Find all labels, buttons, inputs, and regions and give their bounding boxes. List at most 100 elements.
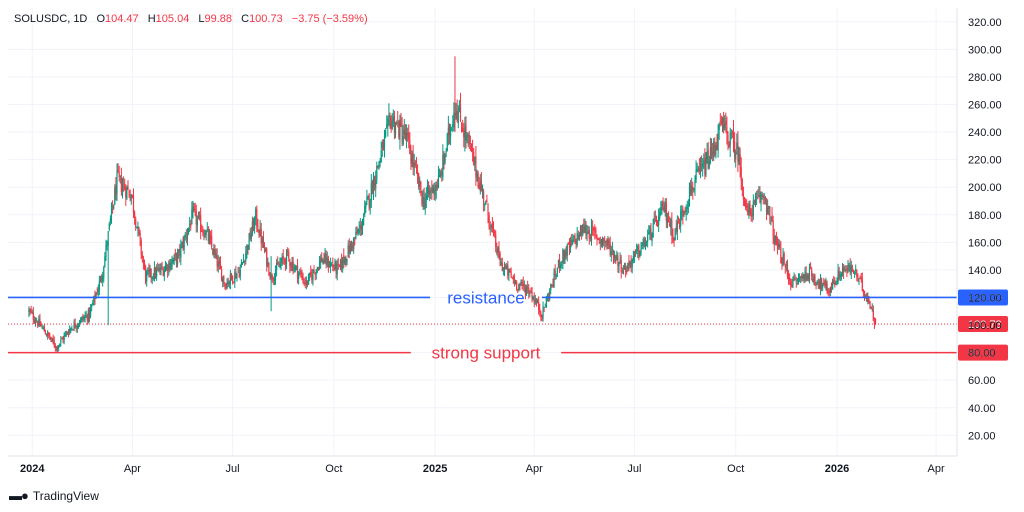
support-label: strong support bbox=[432, 344, 541, 363]
candle-body bbox=[814, 275, 816, 283]
candle-body bbox=[869, 301, 871, 308]
candle-body bbox=[479, 182, 481, 191]
candle-body bbox=[867, 297, 869, 302]
candle-body bbox=[834, 282, 836, 286]
price-tick-label: 140.00 bbox=[968, 265, 1002, 277]
candle-body bbox=[789, 277, 791, 282]
candle-body bbox=[568, 242, 571, 249]
candle-body bbox=[501, 262, 503, 272]
candle-body bbox=[150, 269, 152, 278]
candle-body bbox=[106, 245, 108, 247]
candle-body bbox=[312, 270, 314, 281]
candle-body bbox=[174, 253, 176, 255]
candle-body bbox=[410, 152, 412, 164]
candle-body bbox=[28, 309, 30, 312]
low-value: 99.88 bbox=[204, 13, 233, 25]
tradingview-logo[interactable]: ▬● TradingView bbox=[9, 488, 99, 503]
candle-body bbox=[520, 280, 522, 285]
change-value: −3.75 (−3.59%) bbox=[291, 13, 368, 25]
candle-body bbox=[618, 262, 620, 267]
candle-body bbox=[452, 124, 454, 128]
candle-body bbox=[617, 255, 619, 267]
resistance-price-value: 120.00 bbox=[968, 292, 1002, 304]
candle-body bbox=[378, 162, 380, 168]
candle-body bbox=[805, 272, 807, 281]
candle-body bbox=[143, 262, 146, 267]
candle-body bbox=[435, 184, 437, 191]
candle-body bbox=[326, 257, 328, 265]
candle-body bbox=[483, 191, 485, 203]
candle-body bbox=[95, 293, 97, 299]
candle-body bbox=[517, 288, 519, 290]
candle-body bbox=[703, 159, 705, 165]
candle-body bbox=[458, 107, 460, 113]
candle-body bbox=[34, 321, 37, 323]
candle-body bbox=[366, 197, 368, 202]
candle-body bbox=[836, 281, 838, 286]
candle-body bbox=[430, 190, 432, 191]
candle-body bbox=[323, 259, 325, 263]
candle-body bbox=[486, 199, 488, 203]
candle-body bbox=[603, 237, 605, 243]
candle-body bbox=[601, 238, 604, 241]
candle-body bbox=[506, 265, 508, 270]
candle-body bbox=[415, 167, 418, 169]
candle-body bbox=[610, 250, 612, 255]
candle-body bbox=[163, 269, 165, 276]
candle-body bbox=[32, 311, 34, 320]
candle-body bbox=[169, 262, 171, 270]
candle-body bbox=[748, 204, 750, 214]
candle-body bbox=[641, 244, 643, 247]
candle-body bbox=[401, 125, 403, 143]
candle-body bbox=[201, 230, 203, 232]
price-tick-label: 240.00 bbox=[968, 127, 1002, 139]
candle-body bbox=[684, 211, 686, 213]
candle-body bbox=[775, 237, 778, 245]
candle-body bbox=[487, 203, 489, 216]
candle-body bbox=[587, 231, 589, 234]
candle-body bbox=[841, 268, 844, 276]
candle-body bbox=[269, 274, 271, 278]
candle-body bbox=[218, 260, 220, 264]
candle-body bbox=[379, 160, 381, 163]
candle-body bbox=[167, 266, 169, 272]
candle-body bbox=[711, 151, 714, 156]
candle-body bbox=[61, 338, 63, 340]
candle-body bbox=[77, 324, 80, 326]
candle-body bbox=[37, 322, 39, 326]
candle-body bbox=[388, 115, 390, 118]
candle-body bbox=[274, 271, 277, 280]
candle-body bbox=[281, 256, 283, 264]
candle-body bbox=[477, 172, 479, 187]
candle-body bbox=[116, 170, 118, 194]
candle-body bbox=[840, 274, 843, 276]
candle-body bbox=[736, 143, 738, 150]
candle-body bbox=[650, 228, 652, 240]
candle-body bbox=[531, 291, 533, 300]
candle-body bbox=[54, 345, 56, 349]
candle-body bbox=[868, 296, 870, 303]
candle-body bbox=[339, 259, 342, 267]
candle-body bbox=[259, 227, 261, 235]
candle-body bbox=[816, 283, 818, 286]
candle-body bbox=[661, 203, 663, 207]
candle-body bbox=[127, 186, 129, 190]
candle-body bbox=[445, 150, 447, 153]
candle-body bbox=[185, 236, 187, 238]
candle-body bbox=[432, 184, 434, 194]
candle-body bbox=[804, 270, 806, 279]
candle-body bbox=[700, 165, 703, 167]
candle-body bbox=[510, 271, 512, 277]
candle-body bbox=[765, 200, 768, 213]
candle-body bbox=[489, 227, 491, 229]
candle-body bbox=[239, 268, 241, 277]
candle-body bbox=[561, 261, 563, 263]
candle-body bbox=[364, 206, 366, 215]
candle-body bbox=[283, 260, 285, 261]
candle-body bbox=[519, 284, 521, 286]
candle-body bbox=[652, 223, 654, 237]
candle-body bbox=[380, 150, 382, 163]
candle-body bbox=[80, 318, 82, 323]
candle-body bbox=[251, 221, 254, 235]
